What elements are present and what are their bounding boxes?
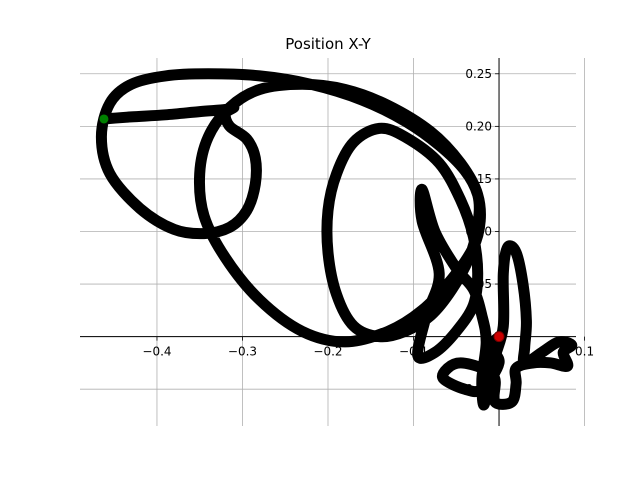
x-tick-label: −0.3: [228, 345, 257, 359]
y-tick-label: 0.20: [465, 119, 492, 133]
chart-title: Position X-Y: [285, 35, 371, 53]
end-marker: [493, 331, 505, 343]
x-tick-label: 0.1: [575, 345, 594, 359]
trajectory-line: [95, 68, 578, 411]
x-tick-label: −0.4: [142, 345, 171, 359]
start-marker: [99, 114, 109, 124]
y-tick-label: 0.25: [465, 67, 492, 81]
x-tick-label: −0.2: [313, 345, 342, 359]
